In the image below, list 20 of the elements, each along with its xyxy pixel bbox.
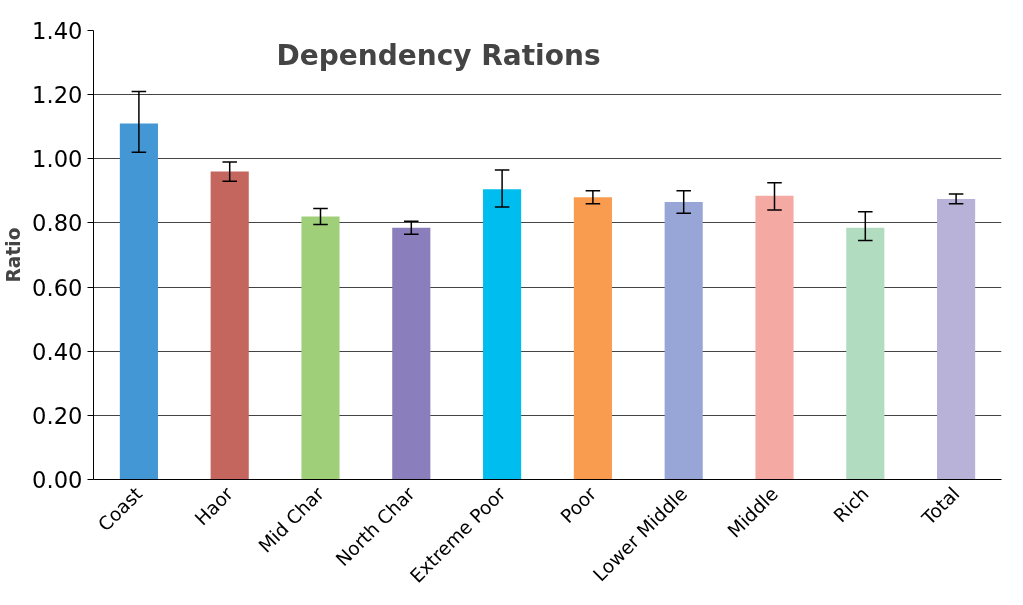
- bar: [483, 189, 522, 480]
- bar: [301, 216, 340, 480]
- y-tick-label: 0.40: [32, 338, 83, 365]
- y-tick-label: 0.00: [32, 467, 83, 493]
- bar: [664, 202, 703, 480]
- bar: [392, 227, 431, 480]
- chart-title: Dependency Rations: [276, 38, 601, 72]
- y-tick-label: 0.60: [32, 274, 83, 301]
- bar: [846, 227, 885, 480]
- y-axis-title: Ratio: [3, 227, 25, 283]
- bar: [755, 195, 794, 480]
- y-tick-label: 1.00: [32, 146, 83, 173]
- bar: [937, 198, 976, 480]
- y-tick-label: 1.40: [32, 18, 83, 44]
- bar: [210, 171, 249, 480]
- y-tick-label: 0.20: [32, 402, 83, 429]
- y-tick-label: 0.80: [32, 210, 83, 237]
- y-tick-label: 1.20: [32, 82, 83, 109]
- bar: [119, 123, 158, 480]
- bar: [573, 197, 612, 480]
